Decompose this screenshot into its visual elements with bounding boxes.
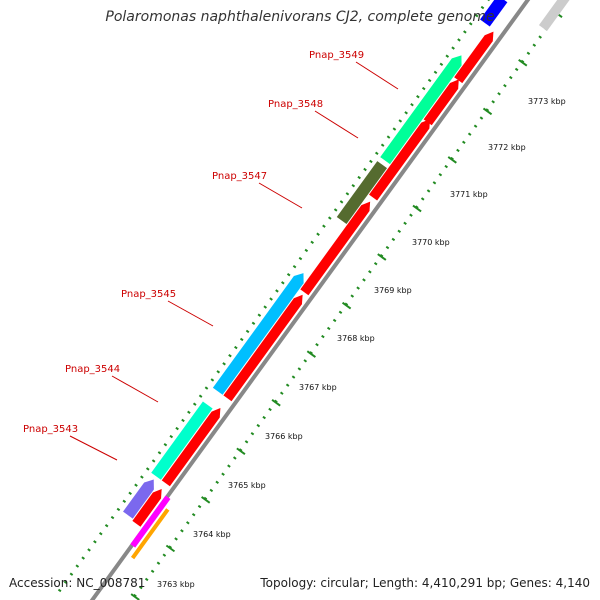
reverse-gene-feature (223, 294, 303, 402)
reverse-gene-feature (538, 0, 570, 32)
gene-label: Pnap_3543 (23, 424, 78, 435)
kbp-label: 3769 kbp (374, 286, 412, 295)
gene-leader-line (167, 300, 214, 327)
major-tick (271, 399, 281, 407)
forward-gene-feature (151, 401, 213, 480)
forward-gene-feature (123, 479, 154, 519)
reverse-gene-feature (454, 31, 494, 84)
reverse-gene-feature (130, 508, 170, 560)
major-tick (165, 544, 176, 553)
gene-leader-line (314, 110, 359, 139)
kbp-label: 3772 kbp (488, 143, 526, 152)
gene-label: Pnap_3545 (121, 289, 176, 300)
inner-tick-track (129, 0, 569, 600)
kbp-label: 3768 kbp (337, 334, 375, 343)
gene-features (123, 0, 570, 560)
genome-title: Polaromonas naphthalenivorans CJ2, compl… (105, 9, 495, 25)
kbp-label: 3766 kbp (265, 432, 303, 441)
reverse-gene-feature (132, 488, 162, 527)
kbp-label: 3770 kbp (412, 238, 450, 247)
major-tick (377, 253, 387, 261)
reverse-gene-feature (300, 201, 371, 296)
major-tick (306, 350, 316, 358)
kbp-label: 3767 kbp (299, 383, 337, 392)
major-tick (412, 204, 422, 213)
gene-leader-line (111, 375, 159, 403)
major-tick (518, 59, 528, 67)
forward-gene-feature (336, 161, 388, 225)
major-tick (447, 156, 457, 164)
gene-label: Pnap_3548 (268, 99, 323, 110)
kbp-label: 3764 kbp (193, 530, 231, 539)
kbp-label: 3771 kbp (450, 190, 488, 199)
gene-label: Pnap_3544 (65, 364, 120, 375)
major-tick (482, 107, 493, 116)
major-tick (341, 301, 352, 310)
forward-gene-feature (380, 55, 462, 165)
major-tick (130, 593, 140, 600)
kbp-label: 3773 kbp (528, 97, 566, 106)
kbp-label: 3763 kbp (157, 580, 195, 589)
gene-label: Pnap_3547 (212, 171, 267, 182)
gene-leader-line (69, 435, 118, 461)
major-tick (201, 496, 211, 504)
reverse-gene-feature (369, 119, 431, 201)
label-leader-lines (69, 61, 399, 461)
gene-label: Pnap_3549 (309, 50, 364, 61)
major-tick (236, 447, 246, 456)
accession-text: Accession: NC_008781 (9, 576, 146, 590)
kbp-label: 3765 kbp (228, 481, 266, 490)
gene-labels: Pnap_3543 Pnap_3544 Pnap_3545 Pnap_3547 Pnap… (23, 50, 364, 435)
reverse-gene-feature (130, 495, 171, 548)
forward-gene-feature (212, 273, 304, 395)
kbp-labels: 3763 kbp 3764 kbp 3765 kbp 3766 kbp 3767 kbp… (157, 97, 566, 589)
gene-leader-line (355, 61, 399, 90)
forward-gene-feature (480, 0, 508, 27)
gene-leader-line (258, 182, 303, 209)
reverse-gene-feature (161, 408, 221, 487)
reverse-gene-feature (423, 79, 459, 126)
topology-text: Topology: circular; Length: 4,410,291 bp… (260, 576, 590, 590)
